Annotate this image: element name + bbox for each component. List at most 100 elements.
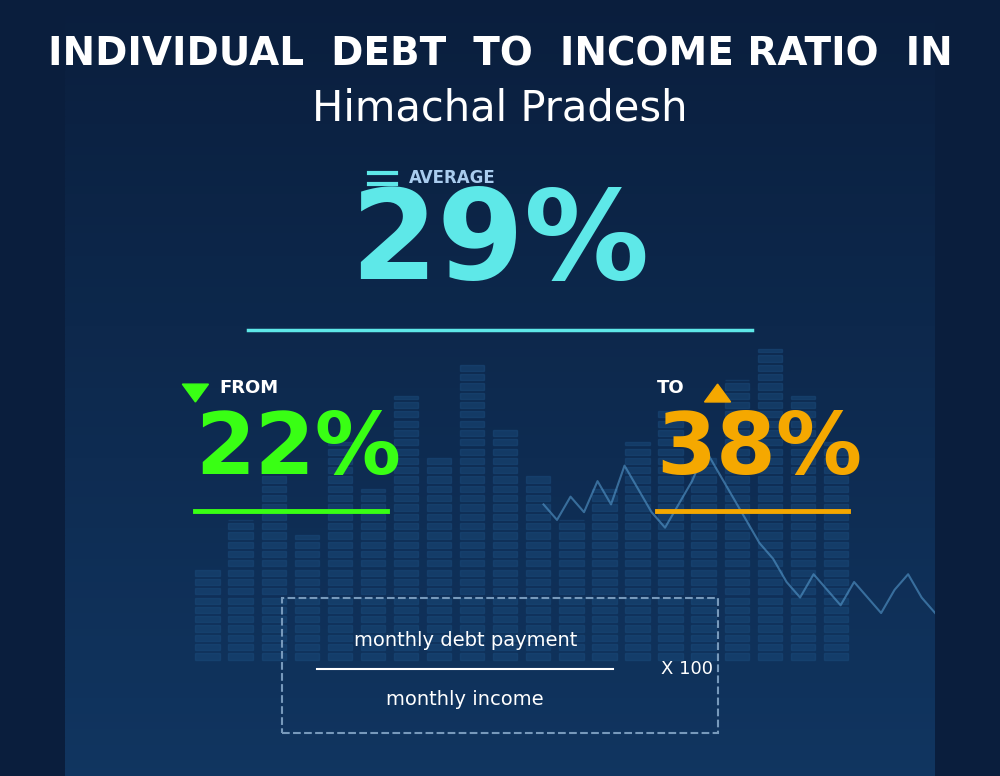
Bar xyxy=(427,514,451,520)
Bar xyxy=(592,514,617,520)
Bar xyxy=(65,140,935,147)
Bar xyxy=(361,616,385,622)
Bar xyxy=(791,560,815,566)
Bar xyxy=(824,442,848,445)
Bar xyxy=(460,570,484,576)
Bar xyxy=(824,532,848,539)
Bar xyxy=(592,644,617,650)
Bar xyxy=(625,532,650,539)
Bar xyxy=(328,607,352,613)
Bar xyxy=(65,582,935,590)
Bar xyxy=(328,467,352,473)
Bar xyxy=(262,486,286,492)
Bar xyxy=(394,396,418,399)
Bar xyxy=(791,430,815,436)
Bar xyxy=(328,653,352,660)
Bar xyxy=(228,579,253,585)
Bar xyxy=(526,514,550,520)
Bar xyxy=(65,466,935,473)
Bar xyxy=(493,607,517,613)
Bar xyxy=(262,551,286,557)
Bar xyxy=(65,279,935,287)
Bar xyxy=(791,514,815,520)
Bar xyxy=(65,295,935,303)
Bar xyxy=(195,635,220,641)
Bar xyxy=(791,542,815,548)
Bar xyxy=(460,476,484,483)
Bar xyxy=(824,467,848,473)
Bar xyxy=(725,625,749,632)
Bar xyxy=(758,383,782,390)
Bar xyxy=(65,186,935,194)
Bar xyxy=(65,124,935,132)
Bar xyxy=(65,683,935,691)
Bar xyxy=(493,653,517,660)
Bar xyxy=(824,486,848,492)
Bar xyxy=(758,411,782,417)
Bar xyxy=(328,542,352,548)
Bar xyxy=(295,579,319,585)
Bar xyxy=(725,476,749,483)
Bar xyxy=(758,644,782,650)
Bar xyxy=(725,486,749,492)
Bar xyxy=(228,635,253,641)
Polygon shape xyxy=(705,384,731,402)
Bar xyxy=(394,607,418,613)
Bar xyxy=(725,635,749,641)
Bar xyxy=(592,523,617,529)
Bar xyxy=(824,504,848,511)
Bar xyxy=(526,570,550,576)
Bar xyxy=(65,450,935,458)
Bar xyxy=(725,514,749,520)
Bar xyxy=(262,579,286,585)
Bar xyxy=(725,439,749,445)
Bar xyxy=(592,504,617,511)
Bar xyxy=(65,644,935,652)
Bar xyxy=(526,616,550,622)
Bar xyxy=(526,486,550,492)
Bar xyxy=(758,616,782,622)
Bar xyxy=(262,476,286,483)
Bar xyxy=(526,579,550,585)
Bar xyxy=(625,486,650,492)
Bar xyxy=(725,430,749,436)
Bar xyxy=(295,644,319,650)
Bar xyxy=(625,588,650,594)
Bar xyxy=(65,598,935,605)
Bar xyxy=(65,442,935,450)
Bar xyxy=(493,495,517,501)
Bar xyxy=(824,644,848,650)
Bar xyxy=(460,383,484,390)
Bar xyxy=(493,504,517,511)
Bar xyxy=(427,653,451,660)
Bar xyxy=(758,551,782,557)
Bar xyxy=(791,449,815,455)
Bar xyxy=(228,523,253,529)
Bar xyxy=(65,62,935,70)
Bar xyxy=(758,598,782,604)
Bar xyxy=(328,523,352,529)
Bar xyxy=(65,566,935,574)
Bar xyxy=(427,551,451,557)
Bar xyxy=(460,393,484,399)
Bar xyxy=(262,653,286,660)
Text: 29%: 29% xyxy=(350,184,650,305)
Bar xyxy=(824,495,848,501)
Bar xyxy=(262,514,286,520)
Bar xyxy=(427,486,451,492)
Bar xyxy=(758,374,782,380)
Bar xyxy=(758,653,782,660)
Bar xyxy=(394,570,418,576)
Bar xyxy=(691,476,716,483)
Bar xyxy=(195,625,220,632)
Text: TO: TO xyxy=(657,379,684,397)
Bar xyxy=(725,402,749,408)
Bar xyxy=(791,588,815,594)
Bar xyxy=(725,411,749,417)
Bar xyxy=(758,467,782,473)
Bar xyxy=(262,523,286,529)
Bar xyxy=(824,570,848,576)
Bar xyxy=(725,588,749,594)
Bar xyxy=(65,660,935,667)
Bar xyxy=(394,486,418,492)
